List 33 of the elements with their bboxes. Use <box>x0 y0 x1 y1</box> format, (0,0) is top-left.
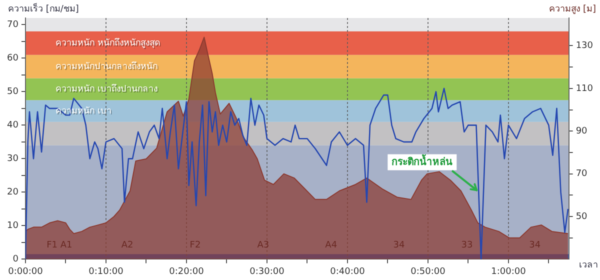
x-axis-title: เวลา <box>578 260 598 271</box>
y2-tick-label: 130 <box>576 41 594 52</box>
annotation: A4 <box>325 240 338 251</box>
y-tick-label: 50 <box>7 87 19 98</box>
annotation: A3 <box>257 240 270 251</box>
band-label: ความหนักปานกลางถึงหนัก <box>56 62 158 73</box>
annotation: 33 <box>461 240 473 251</box>
y-axis-title: ความเร็ว [กม/ชม] <box>8 1 79 14</box>
band-label: ความหนัก หนักถึงหนักสูงสุด <box>56 38 162 50</box>
y-tick-label: 10 <box>7 221 19 232</box>
y-tick-label: 70 <box>7 20 19 30</box>
y2-tick-label: 110 <box>576 84 594 94</box>
annotation: กระติกน้ำหล่น <box>392 154 453 168</box>
y-tick-label: 60 <box>7 54 19 64</box>
annotation: 34 <box>529 240 541 251</box>
x-tick-label: 0:30:00 <box>250 266 285 277</box>
x-tick-label: 0:40:00 <box>330 266 366 277</box>
x-tick-label: 0:10:00 <box>88 266 124 277</box>
y-tick-label: 40 <box>7 120 19 131</box>
annotation: F2 <box>190 240 201 251</box>
x-tick-label: 0:20:00 <box>169 266 204 277</box>
band-label: ความหนัก เบาถึงปานกลาง <box>56 84 158 96</box>
y-tick-label: 20 <box>7 188 19 198</box>
y2-tick-label: 90 <box>576 126 588 136</box>
y2-tick-label: 70 <box>576 169 588 180</box>
x-tick-label: 0:50:00 <box>410 266 446 277</box>
y-tick-label: 0 <box>12 254 19 265</box>
y-tick-label: 30 <box>7 154 19 164</box>
x-tick-label: 0:00:00 <box>8 266 44 277</box>
annotation: A2 <box>121 240 134 251</box>
y2-tick-label: 50 <box>576 212 588 222</box>
x-tick-label: 1:00:00 <box>491 266 526 277</box>
y2-axis-title: ความสูง [ม] <box>549 4 596 14</box>
